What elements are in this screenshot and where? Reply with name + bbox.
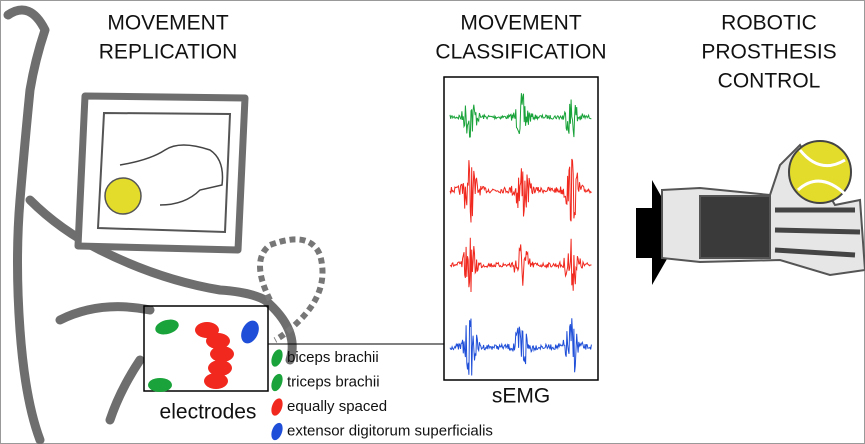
- legend-label: triceps brachii: [287, 373, 380, 390]
- section-title: CLASSIFICATION: [435, 41, 606, 64]
- electrode: [204, 373, 228, 389]
- semg-label: sEMG: [492, 385, 550, 408]
- ball: [789, 141, 851, 203]
- electrode: [210, 346, 234, 362]
- section-title: CONTROL: [718, 70, 821, 93]
- legend-label: extensor digitorum superficialis: [287, 422, 493, 439]
- electrode: [148, 378, 172, 392]
- legend-label: equally spaced: [287, 398, 387, 415]
- electrodes-label: electrodes: [160, 401, 257, 424]
- section-title: MOVEMENT: [107, 12, 229, 35]
- legend-label: biceps brachii: [287, 349, 379, 366]
- section-title: MOVEMENT: [460, 12, 582, 35]
- section-title: ROBOTIC: [721, 12, 817, 35]
- screen-ball: [105, 178, 141, 214]
- section-title: REPLICATION: [99, 41, 237, 64]
- semg-box: [444, 77, 598, 380]
- screen: [98, 113, 230, 232]
- section-title: PROSTHESIS: [701, 41, 836, 64]
- hand-bar: [700, 196, 770, 258]
- diagram: electrodes sEMG MOVEMENT REPLICATION MOVEM…: [0, 0, 865, 444]
